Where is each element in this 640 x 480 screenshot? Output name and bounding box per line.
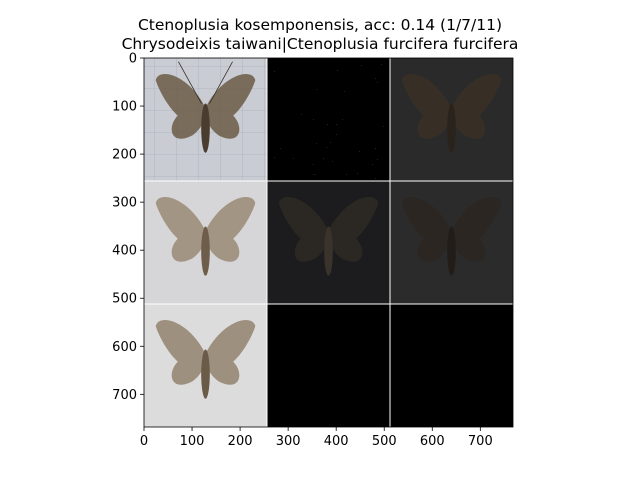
- x-tick-label: 600: [420, 434, 445, 449]
- x-tick-label: 300: [276, 434, 301, 449]
- moth-body: [324, 226, 333, 276]
- moth-body: [201, 103, 210, 153]
- tile-r1-c0: [144, 181, 267, 304]
- moth-body: [201, 349, 210, 399]
- x-tick-label: 400: [324, 434, 349, 449]
- y-tick-label: 700: [112, 388, 137, 403]
- moth-wings: [155, 196, 256, 262]
- moth-wings: [155, 319, 256, 385]
- moth-body: [201, 226, 210, 276]
- tile-r2-c2: [390, 304, 513, 427]
- figure-title-line1: Ctenoplusia kosemponensis, acc: 0.14 (1/…: [137, 16, 503, 34]
- tile-r2-c0: [144, 304, 267, 427]
- y-tick-label: 600: [112, 340, 137, 355]
- y-tick-label: 400: [112, 244, 137, 259]
- tile-r0-c1: [267, 58, 390, 181]
- moth-antenna: [178, 61, 202, 104]
- axes-layer: 0 100 200 300 400 500 600 700 0 100 200 300 400 500 60…: [112, 52, 514, 449]
- y-tick-label: 200: [112, 148, 137, 163]
- x-tick-label: 700: [468, 434, 493, 449]
- tile-background: [267, 304, 390, 427]
- tiles-layer: [144, 58, 513, 427]
- tile-r2-c1: [267, 304, 390, 427]
- x-tick-label: 0: [140, 434, 148, 449]
- y-tick-label: 0: [129, 52, 137, 67]
- moth-wings: [401, 73, 502, 139]
- x-tick-label: 100: [180, 434, 205, 449]
- tile-r1-c2: [390, 181, 513, 304]
- moth-wings: [278, 196, 379, 262]
- x-tick-label: 200: [228, 434, 253, 449]
- tile-r1-c1: [267, 181, 390, 304]
- tile-r0-c0: [144, 58, 267, 181]
- y-tick-label: 100: [112, 100, 137, 115]
- y-tick-label: 300: [112, 196, 137, 211]
- figure-title-line2: Chrysodeixis taiwani|Ctenoplusia furcife…: [121, 35, 519, 53]
- tile-r0-c2: [390, 58, 513, 181]
- moth-body: [447, 226, 456, 276]
- attribution-speckle: [267, 58, 390, 181]
- moth-body: [447, 103, 456, 153]
- moth-antenna: [209, 61, 233, 104]
- moth-wings: [401, 196, 502, 262]
- axes-frame: [143, 57, 514, 428]
- x-tick-label: 500: [372, 434, 397, 449]
- y-tick-label: 500: [112, 292, 137, 307]
- tile-background: [390, 304, 513, 427]
- moth-wings: [155, 73, 256, 139]
